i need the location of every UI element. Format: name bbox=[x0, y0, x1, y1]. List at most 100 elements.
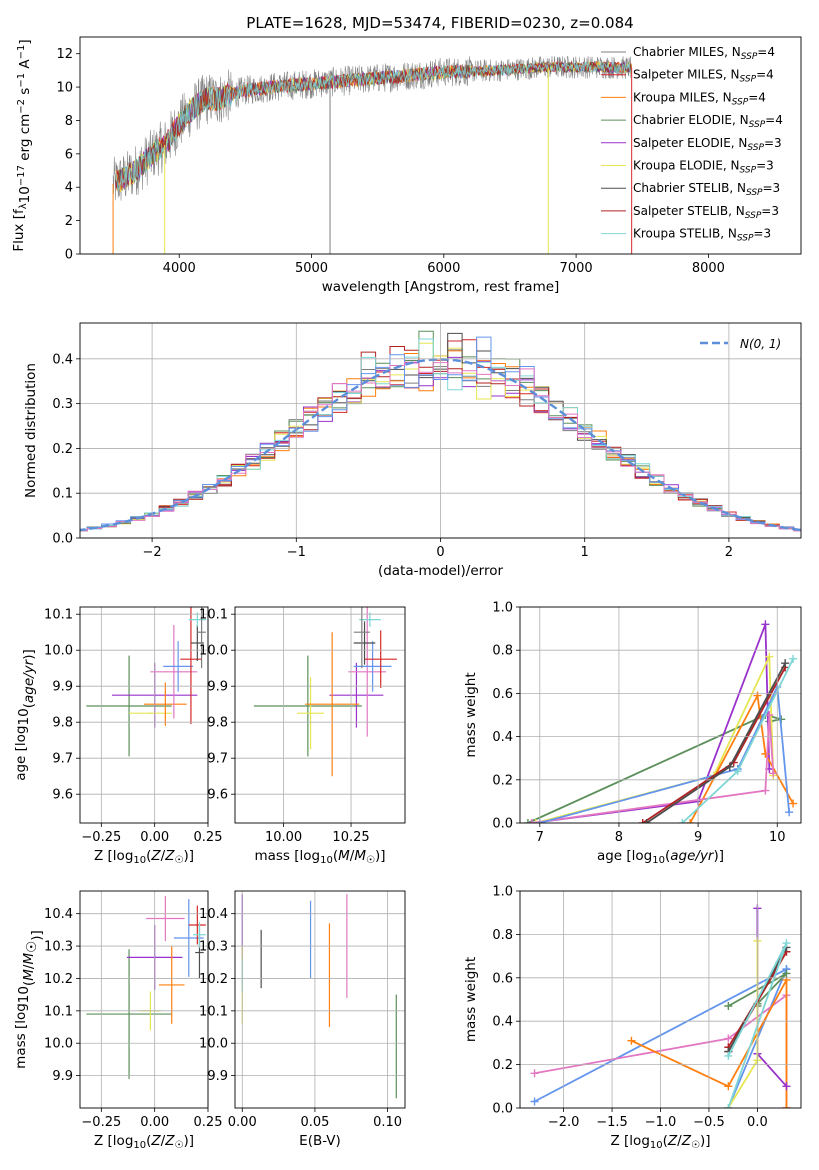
age_vs_Z-plot-area bbox=[86, 607, 206, 757]
residuals-xtick-label: 0 bbox=[436, 545, 444, 560]
legend-label-4: Salpeter ELODIE, NSSP=3 bbox=[633, 136, 782, 153]
mass_vs_Z-ytick-label: 10.2 bbox=[44, 972, 73, 987]
weight_vs_Z-xtick-label: −2.0 bbox=[548, 1115, 580, 1130]
weight-marker bbox=[523, 819, 532, 823]
spectrum-ytick-label: 0 bbox=[65, 248, 73, 263]
weight-marker bbox=[782, 1082, 791, 1091]
weight_vs_Z-panel: −2.0 −1.5 −1.0 −0.5 0.0 0.0 0.2 0.4 0.6 0.8 1.0 Z [… bbox=[463, 885, 802, 1151]
weight-marker bbox=[638, 819, 647, 823]
age_vs_mass-xlabel: mass [log10(M/M☉)] bbox=[254, 848, 385, 866]
spectrum-panel: 4000 5000 6000 7000 8000 0 2 4 6 8 10 12 Chabrier MI… bbox=[11, 36, 802, 295]
spectrum-ytick-label: 8 bbox=[65, 114, 73, 129]
mass_vs_EBV-ytick-label: 10.3 bbox=[199, 940, 228, 955]
weight_vs_age-xtick-label: 9 bbox=[694, 830, 702, 845]
mass_vs_EBV-panel: 0.00 0.05 0.10 9.9 10.0 10.1 10.2 10.3 10.4 E(B-V… bbox=[199, 890, 406, 1149]
weight-marker bbox=[724, 1002, 733, 1011]
figure-title: PLATE=1628, MJD=53474, FIBERID=0230, z=0… bbox=[246, 14, 633, 32]
age_vs_mass-panel: 10.00 10.25 9.6 9.7 9.8 9.9 10.0 10.1 mass [log1… bbox=[199, 606, 406, 866]
residuals-xtick-label: 2 bbox=[725, 545, 733, 560]
axes-frame bbox=[79, 36, 802, 255]
residuals-ylabel: Normed distribution bbox=[23, 363, 39, 498]
weight_vs_age-panel: 7 8 9 10 0.0 0.2 0.4 0.6 0.8 1.0 age [log10(age/yr… bbox=[463, 601, 802, 866]
mass_vs_EBV-plot-area bbox=[241, 894, 397, 1099]
normal-legend-label: N(0, 1) bbox=[740, 337, 781, 351]
mass_vs_EBV-ytick-label: 10.2 bbox=[199, 972, 228, 987]
axes-frame bbox=[519, 606, 802, 824]
mass_vs_Z-xtick-label: 0.00 bbox=[140, 1115, 169, 1130]
legend-label-8: Kroupa STELIB, NSSP=3 bbox=[633, 227, 771, 244]
weight_vs_age-ylabel: mass weight bbox=[463, 672, 479, 757]
weight_vs_age-ytick-label: 0.6 bbox=[492, 687, 513, 702]
weight-marker bbox=[733, 767, 742, 776]
age_vs_Z-xtick-label: 0.00 bbox=[140, 830, 169, 845]
weight-marker bbox=[782, 969, 791, 978]
mass_vs_EBV-xlabel: E(B-V) bbox=[299, 1133, 341, 1149]
residuals-ytick-label: 0.4 bbox=[52, 352, 73, 367]
weight-marker bbox=[765, 711, 774, 719]
mass_vs_Z-xlabel: Z [log10(Z/Z☉)] bbox=[94, 1133, 194, 1151]
residuals-xtick-label: −2 bbox=[143, 545, 162, 560]
mass_vs_EBV-ytick-label: 10.1 bbox=[199, 1004, 228, 1019]
weight_vs_Z-ytick-label: 0.4 bbox=[492, 1015, 513, 1030]
spectrum-legend: Chabrier MILES, NSSP=4 Salpeter MILES, NS… bbox=[601, 45, 783, 244]
weight-line-2 bbox=[535, 656, 775, 823]
age_vs_mass-ytick-label: 10.1 bbox=[199, 608, 228, 623]
age_vs_mass-ytick-label: 9.8 bbox=[207, 716, 228, 731]
age_vs_mass-ytick-label: 9.6 bbox=[207, 788, 228, 803]
weight-marker bbox=[627, 1036, 636, 1045]
weight-marker bbox=[782, 939, 791, 948]
mass_vs_Z-ytick-label: 10.0 bbox=[44, 1037, 73, 1052]
histogram-series-10 bbox=[80, 361, 801, 532]
mass_vs_EBV-ytick-label: 9.9 bbox=[207, 1069, 228, 1084]
mass_vs_Z-ylabel: mass [log10(M/M☉)] bbox=[13, 930, 45, 1069]
weight_vs_Z-xtick-label: −1.0 bbox=[645, 1115, 677, 1130]
spectrum-ytick-label: 2 bbox=[65, 214, 73, 229]
weight-marker bbox=[782, 1104, 791, 1108]
age_vs_Z-ytick-label: 9.6 bbox=[52, 788, 73, 803]
age_vs_Z-xtick-label: 0.25 bbox=[194, 830, 223, 845]
axes-frame bbox=[79, 322, 802, 539]
axes-frame bbox=[79, 890, 209, 1109]
mass_vs_Z-ytick-label: 9.9 bbox=[52, 1069, 73, 1084]
weight-marker bbox=[530, 1069, 539, 1078]
weight_vs_Z-xtick-label: −0.5 bbox=[693, 1115, 725, 1130]
age_vs_Z-xlabel: Z [log10(Z/Z☉)] bbox=[94, 848, 194, 866]
residuals-panel: −2 −1 0 1 2 0.0 0.1 0.2 0.3 0.4 N(0, 1) (data-model… bbox=[23, 322, 802, 579]
weight-marker bbox=[724, 1104, 733, 1108]
age_vs_mass-ytick-label: 9.9 bbox=[207, 680, 228, 695]
age_vs_Z-ytick-label: 10.1 bbox=[44, 608, 73, 623]
mass_vs_EBV-ytick-label: 10.4 bbox=[199, 907, 228, 922]
spectrum-plot-area bbox=[112, 55, 633, 254]
legend-label-1: Salpeter MILES, NSSP=4 bbox=[633, 68, 774, 85]
legend-label-5: Kroupa ELODIE, NSSP=3 bbox=[633, 159, 774, 176]
residuals-ytick-label: 0.1 bbox=[52, 487, 73, 502]
residuals-xlabel: (data-model)/error bbox=[378, 563, 504, 579]
legend-label-3: Chabrier ELODIE, NSSP=4 bbox=[633, 113, 783, 130]
axes-frame bbox=[79, 606, 209, 824]
weight-marker bbox=[724, 1082, 733, 1091]
spectrum-ytick-label: 10 bbox=[56, 81, 73, 96]
weight_vs_Z-xlabel: Z [log10(Z/Z☉)] bbox=[611, 1133, 711, 1151]
weight-marker bbox=[769, 769, 778, 778]
legend-label-6: Chabrier STELIB, NSSP=3 bbox=[633, 181, 780, 198]
weight_vs_age-ytick-label: 0.0 bbox=[492, 817, 513, 832]
weight-marker bbox=[781, 659, 790, 668]
weight_vs_Z-ytick-label: 0.2 bbox=[492, 1058, 513, 1073]
weight_vs_age-ytick-label: 0.8 bbox=[492, 644, 513, 659]
weight_vs_age-xlabel: age [log10(age/yr)] bbox=[597, 848, 724, 866]
spectrum-xlabel: wavelength [Angstrom, rest frame] bbox=[322, 279, 560, 295]
weight_vs_age-ytick-label: 0.2 bbox=[492, 773, 513, 788]
spectrum-xtick-label: 6000 bbox=[427, 261, 460, 276]
age_vs_Z-ytick-label: 9.8 bbox=[52, 716, 73, 731]
mass_vs_Z-ytick-label: 10.3 bbox=[44, 940, 73, 955]
age_vs_Z-ylabel: age [log10(age/yr)] bbox=[13, 649, 37, 781]
weight-marker bbox=[642, 819, 651, 823]
mass_vs_EBV-ytick-label: 10.0 bbox=[199, 1037, 228, 1052]
age_vs_mass-xtick-label: 10.00 bbox=[265, 830, 302, 845]
weight-marker bbox=[753, 691, 762, 700]
normal-curve bbox=[80, 358, 801, 532]
weight_vs_age-xtick-label: 7 bbox=[536, 830, 544, 845]
age_vs_Z-ytick-label: 9.9 bbox=[52, 680, 73, 695]
weight-marker bbox=[765, 652, 774, 661]
